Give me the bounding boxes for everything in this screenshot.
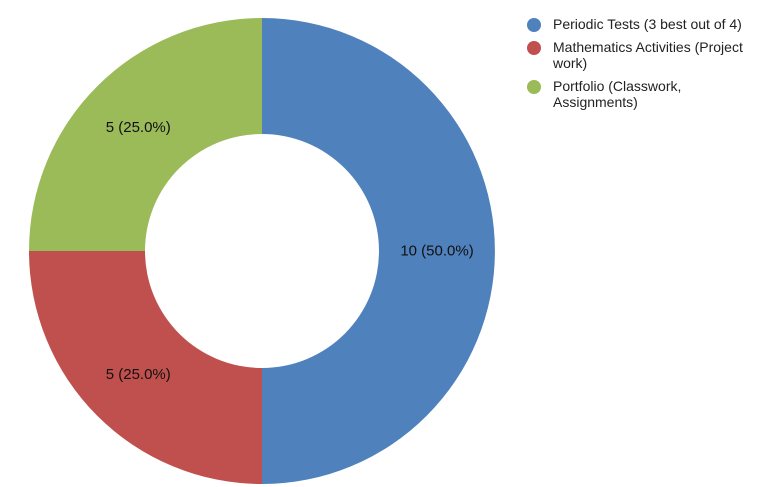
legend-label: Portfolio (Classwork, Assignments): [553, 78, 682, 110]
chart-legend: Periodic Tests (3 best out of 4) Mathema…: [527, 16, 767, 117]
donut-slice-labels: 10 (50.0%) 5 (25.0%) 5 (25.0%): [106, 119, 474, 383]
donut-slices: [29, 18, 495, 484]
legend-marker-icon: [527, 80, 541, 94]
donut-slice-0[interactable]: [262, 18, 495, 484]
legend-item-periodic-tests[interactable]: Periodic Tests (3 best out of 4): [527, 16, 767, 32]
slice-value-label-2: 5 (25.0%): [106, 119, 171, 136]
donut-slice-2[interactable]: [29, 18, 262, 251]
slice-value-label-0: 10 (50.0%): [400, 243, 473, 260]
donut-slice-1[interactable]: [29, 251, 262, 484]
legend-marker-icon: [527, 18, 541, 32]
legend-label: Mathematics Activities (Project work): [553, 39, 743, 71]
legend-item-portfolio[interactable]: Portfolio (Classwork, Assignments): [527, 78, 767, 110]
slice-value-label-1: 5 (25.0%): [106, 366, 171, 383]
legend-label: Periodic Tests (3 best out of 4): [553, 16, 742, 32]
legend-item-mathematics-activities[interactable]: Mathematics Activities (Project work): [527, 39, 767, 71]
legend-marker-icon: [527, 41, 541, 55]
